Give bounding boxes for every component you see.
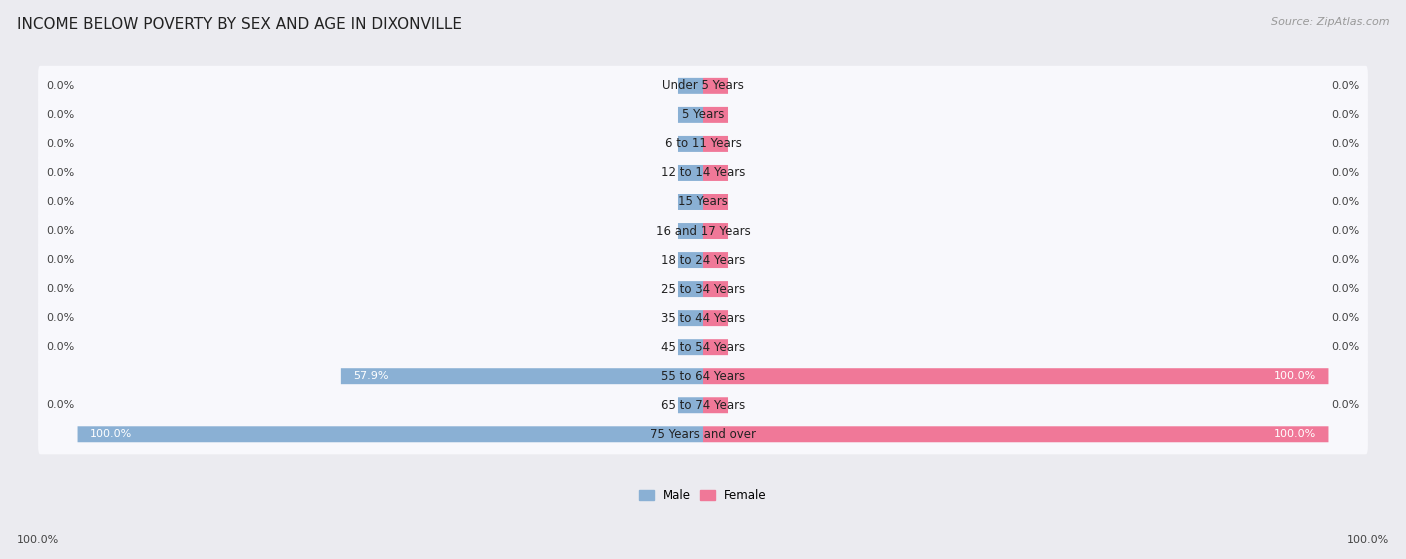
Text: 0.0%: 0.0% (46, 255, 75, 265)
Text: 0.0%: 0.0% (1331, 139, 1360, 149)
FancyBboxPatch shape (678, 310, 703, 326)
Text: 0.0%: 0.0% (46, 342, 75, 352)
FancyBboxPatch shape (703, 310, 728, 326)
Text: 0.0%: 0.0% (46, 81, 75, 91)
Text: 100.0%: 100.0% (1274, 429, 1316, 439)
Text: 100.0%: 100.0% (17, 535, 59, 545)
Text: 18 to 24 Years: 18 to 24 Years (661, 254, 745, 267)
FancyBboxPatch shape (678, 107, 703, 123)
FancyBboxPatch shape (678, 78, 703, 94)
Text: 6 to 11 Years: 6 to 11 Years (665, 138, 741, 150)
Text: 0.0%: 0.0% (1331, 197, 1360, 207)
Text: 0.0%: 0.0% (46, 197, 75, 207)
Text: 100.0%: 100.0% (1274, 371, 1316, 381)
FancyBboxPatch shape (77, 427, 703, 442)
Text: 0.0%: 0.0% (1331, 400, 1360, 410)
FancyBboxPatch shape (678, 165, 703, 181)
Text: Source: ZipAtlas.com: Source: ZipAtlas.com (1271, 17, 1389, 27)
FancyBboxPatch shape (38, 124, 1368, 164)
Text: 0.0%: 0.0% (46, 313, 75, 323)
FancyBboxPatch shape (678, 194, 703, 210)
FancyBboxPatch shape (678, 281, 703, 297)
Text: 0.0%: 0.0% (1331, 313, 1360, 323)
FancyBboxPatch shape (38, 414, 1368, 454)
Text: 5 Years: 5 Years (682, 108, 724, 121)
FancyBboxPatch shape (703, 368, 1329, 384)
FancyBboxPatch shape (703, 194, 728, 210)
FancyBboxPatch shape (38, 95, 1368, 135)
Text: INCOME BELOW POVERTY BY SEX AND AGE IN DIXONVILLE: INCOME BELOW POVERTY BY SEX AND AGE IN D… (17, 17, 463, 32)
Text: 0.0%: 0.0% (1331, 284, 1360, 294)
Text: 0.0%: 0.0% (1331, 255, 1360, 265)
FancyBboxPatch shape (703, 397, 728, 413)
FancyBboxPatch shape (678, 223, 703, 239)
FancyBboxPatch shape (38, 66, 1368, 106)
Text: 55 to 64 Years: 55 to 64 Years (661, 369, 745, 383)
FancyBboxPatch shape (678, 252, 703, 268)
Text: 35 to 44 Years: 35 to 44 Years (661, 311, 745, 325)
Text: 25 to 34 Years: 25 to 34 Years (661, 283, 745, 296)
FancyBboxPatch shape (38, 385, 1368, 425)
FancyBboxPatch shape (678, 339, 703, 355)
FancyBboxPatch shape (38, 298, 1368, 338)
FancyBboxPatch shape (38, 240, 1368, 280)
FancyBboxPatch shape (703, 223, 728, 239)
FancyBboxPatch shape (38, 182, 1368, 222)
Text: 100.0%: 100.0% (1347, 535, 1389, 545)
Text: Under 5 Years: Under 5 Years (662, 79, 744, 92)
FancyBboxPatch shape (703, 427, 1329, 442)
Text: 65 to 74 Years: 65 to 74 Years (661, 399, 745, 412)
Text: 45 to 54 Years: 45 to 54 Years (661, 340, 745, 354)
Text: 0.0%: 0.0% (1331, 81, 1360, 91)
Text: 75 Years and over: 75 Years and over (650, 428, 756, 441)
Text: 0.0%: 0.0% (1331, 168, 1360, 178)
FancyBboxPatch shape (38, 269, 1368, 309)
FancyBboxPatch shape (703, 78, 728, 94)
Text: 0.0%: 0.0% (1331, 226, 1360, 236)
FancyBboxPatch shape (38, 327, 1368, 367)
FancyBboxPatch shape (703, 165, 728, 181)
Legend: Male, Female: Male, Female (634, 484, 772, 506)
FancyBboxPatch shape (703, 107, 728, 123)
Text: 0.0%: 0.0% (46, 110, 75, 120)
FancyBboxPatch shape (703, 136, 728, 152)
Text: 0.0%: 0.0% (46, 226, 75, 236)
FancyBboxPatch shape (38, 356, 1368, 396)
Text: 57.9%: 57.9% (353, 371, 389, 381)
Text: 15 Years: 15 Years (678, 196, 728, 209)
Text: 0.0%: 0.0% (46, 168, 75, 178)
Text: 0.0%: 0.0% (46, 400, 75, 410)
FancyBboxPatch shape (340, 368, 703, 384)
FancyBboxPatch shape (38, 153, 1368, 193)
FancyBboxPatch shape (678, 397, 703, 413)
FancyBboxPatch shape (703, 281, 728, 297)
FancyBboxPatch shape (678, 136, 703, 152)
Text: 12 to 14 Years: 12 to 14 Years (661, 167, 745, 179)
FancyBboxPatch shape (38, 211, 1368, 251)
Text: 0.0%: 0.0% (1331, 342, 1360, 352)
Text: 16 and 17 Years: 16 and 17 Years (655, 225, 751, 238)
Text: 0.0%: 0.0% (1331, 110, 1360, 120)
Text: 0.0%: 0.0% (46, 284, 75, 294)
Text: 100.0%: 100.0% (90, 429, 132, 439)
FancyBboxPatch shape (703, 339, 728, 355)
Text: 0.0%: 0.0% (46, 139, 75, 149)
FancyBboxPatch shape (703, 252, 728, 268)
